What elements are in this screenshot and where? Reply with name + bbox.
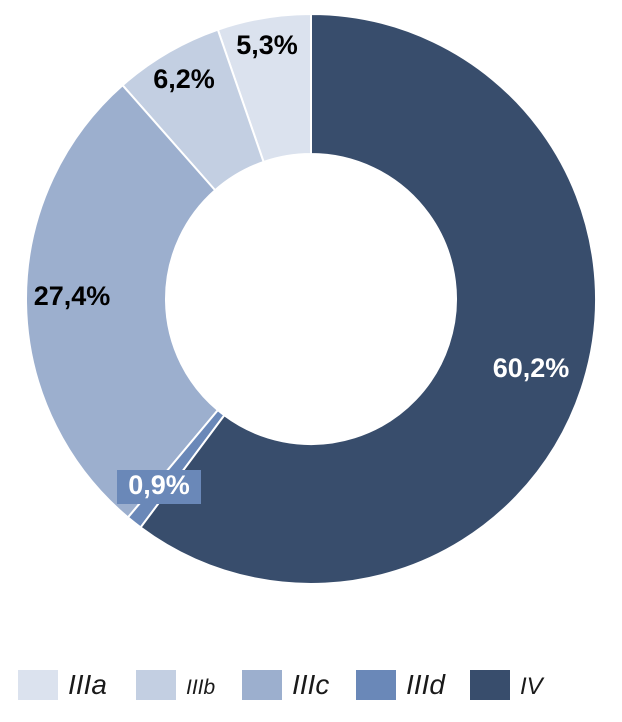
slice-iiic	[25, 83, 220, 519]
donut-slices	[25, 12, 597, 585]
legend-label-iiia: IIIa	[68, 669, 107, 700]
legend: IIIa IIIb IIIc IIId IV	[18, 669, 545, 700]
slice-label-iiib: 6,2%	[153, 64, 215, 94]
legend-swatch-iiid	[356, 670, 396, 700]
slice-label-box-iiid	[117, 470, 201, 504]
slice-iv	[139, 12, 597, 585]
legend-label-iiib: IIIb	[186, 676, 216, 699]
legend-swatch-iiic	[242, 670, 282, 700]
slice-label-iiid: 0,9%	[128, 470, 190, 500]
slice-labels: 5,3% 6,2% 27,4% 0,9% 60,2%	[34, 30, 570, 504]
legend-label-iiid: IIId	[406, 669, 446, 700]
slice-label-iiia: 5,3%	[236, 30, 298, 60]
legend-label-iiic: IIIc	[292, 669, 329, 700]
legend-label-iv: IV	[520, 673, 545, 700]
legend-swatch-iv	[470, 670, 510, 700]
legend-swatch-iiia	[18, 670, 58, 700]
legend-swatch-iiib	[136, 670, 176, 700]
slice-label-iv: 60,2%	[493, 353, 570, 383]
slice-label-iiic: 27,4%	[34, 281, 111, 311]
